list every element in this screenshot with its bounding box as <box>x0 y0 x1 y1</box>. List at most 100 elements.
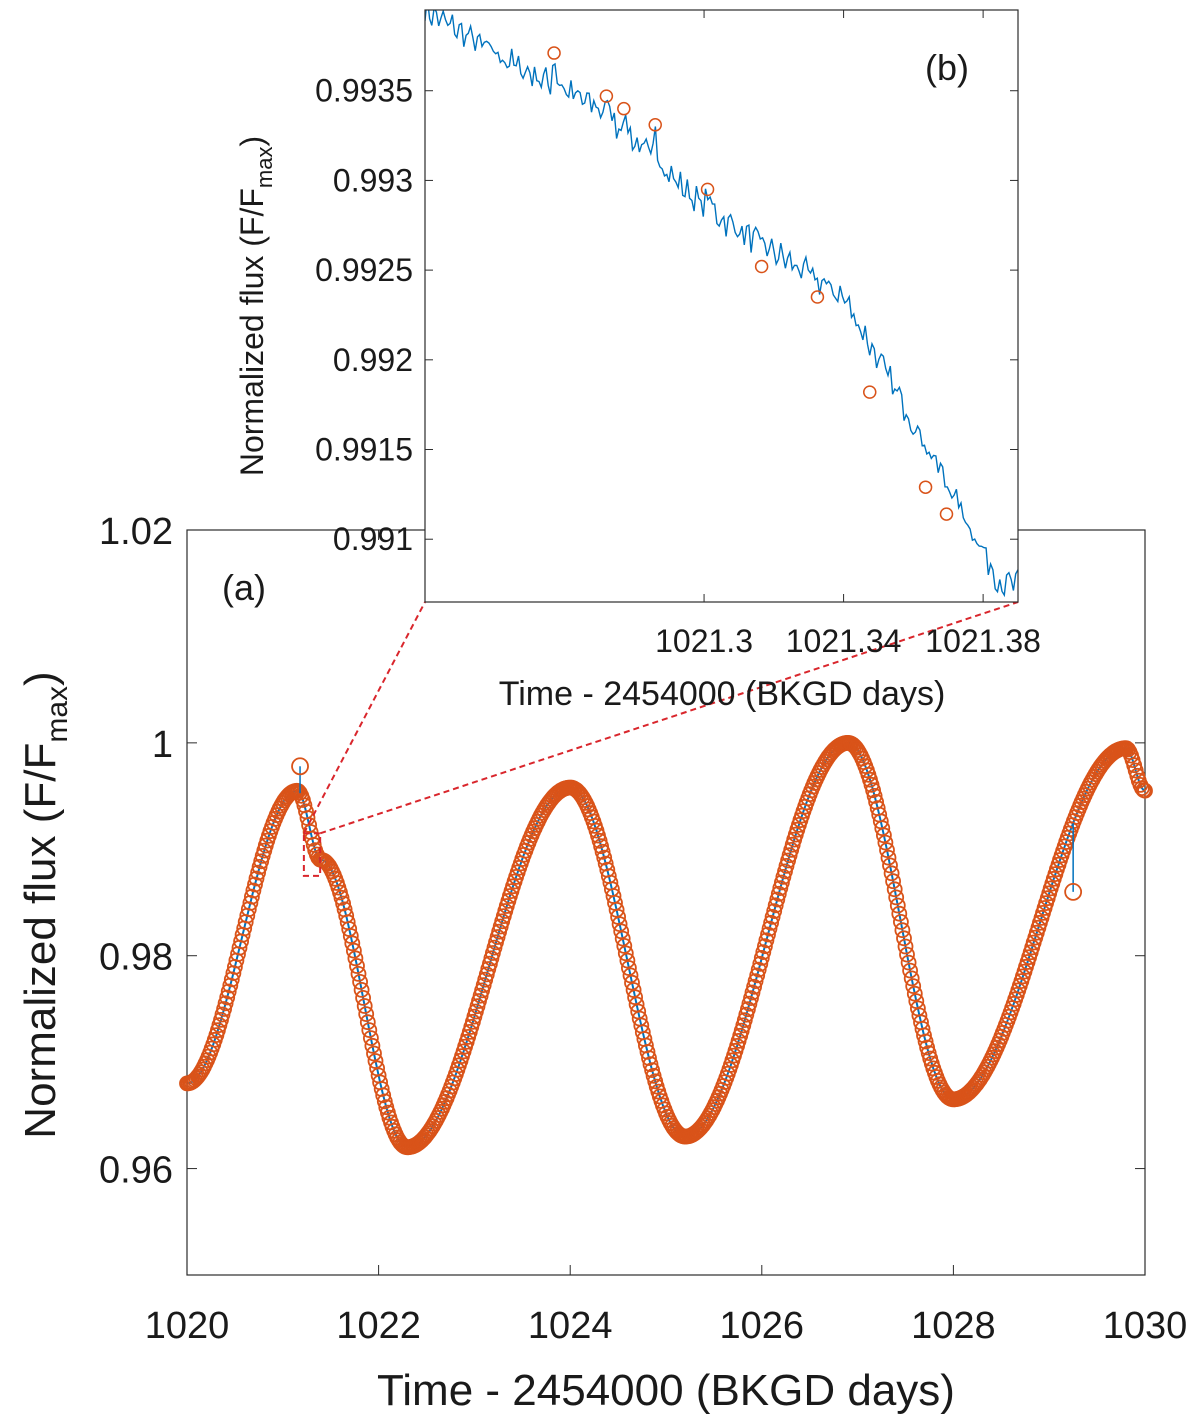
panel-a-data-point <box>750 961 767 978</box>
panel-a-data-point <box>366 1045 382 1062</box>
panel-a-data-point <box>877 834 894 851</box>
panel-b-flare-marker <box>617 101 631 116</box>
zoom-connector-line-right <box>319 601 1019 835</box>
panel-a-data-point <box>752 955 769 972</box>
panel-a-data-point <box>755 944 772 960</box>
panel-b-ytick-label: 0.992 <box>333 342 413 378</box>
panel-a-data-point <box>749 967 766 984</box>
panel-a-data-point <box>888 889 905 906</box>
panel-a-data-point <box>353 982 370 998</box>
panel-b-xtick-label: 1021.34 <box>786 623 902 659</box>
panel-a-data-point <box>766 903 783 919</box>
panel-a-data-point <box>250 864 267 881</box>
panel-a-data-point <box>897 938 914 955</box>
panel-a-ytick-label: 1 <box>152 724 173 766</box>
panel-a-data-point <box>359 1014 376 1031</box>
panel-a-ytick-label: 1.02 <box>99 511 173 553</box>
panel-a-data-point <box>1137 782 1153 799</box>
panel-a-ylabel-main: Normalized flux (F/F <box>16 743 65 1139</box>
panel-a-tick-labels: 1020 1022 1024 1026 1028 1030 0.96 0.98 1 1.02 <box>99 511 1187 1347</box>
panel-b-data <box>425 10 1018 598</box>
panel-a-data-point <box>903 970 920 987</box>
panel-a-data-point <box>613 923 630 940</box>
panel-b-flare-marker <box>810 290 825 304</box>
panel-a-data-point <box>886 881 903 898</box>
panel-a-xtick-label: 1020 <box>145 1305 230 1347</box>
panel-a-data-point <box>364 1037 381 1054</box>
panel-a-data-point <box>345 942 362 959</box>
panel-a-data-point <box>900 954 917 971</box>
panel-a-data-point <box>865 782 881 799</box>
panel-a-data-point <box>642 1056 659 1073</box>
panel-a-data-point <box>619 952 636 969</box>
panel-a-xtick-label: 1028 <box>911 1305 996 1347</box>
panel-a-xtick-label: 1022 <box>336 1305 421 1347</box>
panel-a-data-point <box>885 873 901 890</box>
panel-a-data-point <box>622 967 639 984</box>
panel-b-ytick-label: 0.9915 <box>315 432 413 468</box>
panel-b-label: (b) <box>925 47 969 88</box>
panel-a-data-point <box>621 960 637 976</box>
panel-a-data-point <box>375 1087 392 1104</box>
panel-b-ticks <box>425 10 1018 602</box>
panel-b-flare-marker <box>648 118 662 132</box>
zoom-connector-line-left <box>302 601 426 834</box>
panel-b-xlabel: Time - 2454000 (BKGD days) <box>499 675 946 713</box>
panel-b-ytick-label: 0.9935 <box>315 73 413 109</box>
panel-a-data-point <box>758 932 775 949</box>
panel-a-data-point <box>358 1006 375 1022</box>
panel-b-xtick-label: 1021.3 <box>655 623 753 659</box>
panel-a-ylabel-close: ) <box>16 671 65 686</box>
panel-a-data-point <box>902 962 918 979</box>
panel-b-ylabel-sub: max <box>252 147 277 189</box>
panel-b-frame <box>424 9 1019 603</box>
panel-a-data-point <box>367 1053 384 1069</box>
panel-a-data-point <box>753 950 770 966</box>
panel-a-data-point <box>769 891 786 908</box>
panel-a-data-point <box>247 876 263 893</box>
panel-a-data-point <box>361 1022 378 1038</box>
panel-b-ytick-label: 0.991 <box>333 521 413 557</box>
panel-a-data-point <box>905 978 922 994</box>
panel-a-xtick-label: 1024 <box>528 1305 613 1347</box>
panel-a-ytick-label: 0.96 <box>99 1150 173 1192</box>
panel-b-xtick-label: 1021.38 <box>925 623 1041 659</box>
panel-a-data <box>179 735 1153 1156</box>
panel-a-data-point <box>889 897 906 914</box>
panel-a-ylabel-sub: max <box>41 686 74 743</box>
panel-b-tick-labels: 1021.3 1021.34 1021.38 0.991 0.9915 0.992 0.99… <box>315 73 1041 659</box>
panel-b-ylabel: Normalized flux (F/Fmax) <box>234 136 277 476</box>
panel-a-data-point <box>760 926 776 943</box>
panel-a-data-point <box>764 909 781 925</box>
panel-a-data-point <box>341 921 358 937</box>
panel-a-data-point <box>916 1027 932 1044</box>
panel-a-data-point <box>644 1062 660 1078</box>
panel-b-ytick-label: 0.9925 <box>315 252 413 288</box>
panel-a-data-point <box>596 849 613 866</box>
panel-a-data-point <box>362 1030 379 1046</box>
panel-a-data-point <box>344 935 361 952</box>
panel-a-data-point <box>770 885 787 902</box>
panel-a-label: (a) <box>222 567 266 608</box>
panel-a-data-point <box>641 1050 657 1066</box>
panel-a-data-point <box>639 1044 656 1060</box>
panel-a-data-point <box>906 985 923 1002</box>
panel-a-data-point <box>610 909 626 925</box>
panel-a-data-point <box>594 843 611 860</box>
panel-a-ytick-label: 0.98 <box>99 937 173 979</box>
panel-b-ylabel-main: Normalized flux (F/F <box>234 188 270 476</box>
panel-a-data-point <box>899 946 915 963</box>
panel-b-background <box>425 10 1018 602</box>
panel-a-xlabel: Time - 2454000 (BKGD days) <box>377 1366 955 1415</box>
panel-a-data-point <box>335 895 352 912</box>
panel-a-data-point <box>342 928 359 944</box>
panel-a-data-point <box>767 897 784 914</box>
panel-a-data-point <box>908 993 925 1009</box>
panel-a-data-point <box>746 978 762 995</box>
panel-a-data-point <box>220 983 237 1000</box>
panel-a-data-point <box>882 857 898 874</box>
panel-a-data-point <box>248 870 265 887</box>
panel-a-data-point <box>349 958 365 974</box>
